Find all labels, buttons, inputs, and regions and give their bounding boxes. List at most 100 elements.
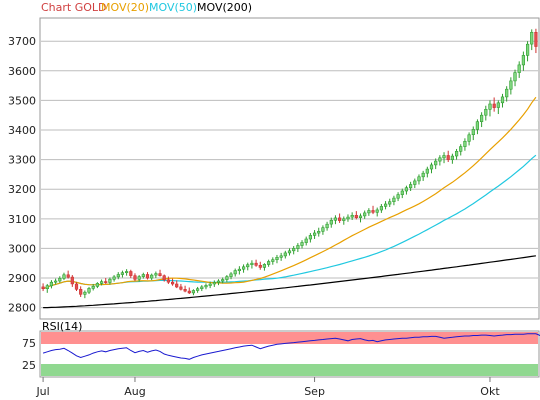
candle-body (100, 281, 104, 284)
candle-78 (367, 208, 371, 216)
candle-57 (279, 252, 283, 261)
candle-body (484, 109, 488, 116)
mov20-line (42, 96, 537, 290)
candle-108 (492, 97, 496, 112)
candle-38 (200, 285, 204, 292)
candle-91 (421, 170, 425, 181)
candle-body (242, 266, 246, 270)
y-tick-label-3700: 3700 (8, 35, 36, 48)
candle-body (191, 290, 196, 294)
candle-66 (317, 227, 321, 237)
candle-36 (191, 289, 196, 296)
candle-112 (509, 77, 513, 95)
candle-43 (221, 277, 225, 284)
candle-34 (183, 285, 187, 293)
candle-body (91, 285, 95, 289)
candle-body (513, 72, 517, 82)
candle-body (308, 235, 313, 240)
candle-85 (396, 192, 400, 202)
candle-body (454, 151, 459, 157)
candle-24 (141, 272, 145, 279)
candle-93 (429, 162, 434, 174)
candle-0 (41, 283, 45, 292)
candle-body (463, 141, 467, 147)
candle-body (262, 264, 267, 268)
candle-body (266, 261, 271, 265)
candle-body (337, 217, 342, 221)
candle-body (367, 210, 371, 214)
candle-body (79, 288, 83, 295)
candle-74 (350, 212, 354, 221)
x-tick-label-Aug: Aug (124, 385, 145, 398)
candle-41 (212, 280, 216, 287)
legend-label-3: MOV(200) (197, 1, 252, 14)
candle-22 (133, 273, 137, 281)
candle-body (408, 184, 413, 189)
candle-111 (505, 86, 509, 102)
candle-32 (175, 280, 179, 289)
candle-body (133, 275, 137, 280)
candle-body (112, 276, 116, 280)
candle-body (371, 210, 375, 213)
candle-60 (292, 246, 296, 255)
candle-body (500, 96, 505, 104)
candle-body (154, 273, 158, 276)
candle-14 (100, 279, 104, 286)
candle-113 (513, 69, 517, 87)
candle-94 (434, 158, 438, 170)
candle-body (413, 180, 417, 185)
candle-77 (363, 210, 367, 219)
candle-45 (229, 272, 233, 280)
candle-109 (496, 100, 500, 115)
candle-100 (459, 144, 463, 156)
candle-52 (258, 261, 262, 270)
candle-28 (158, 269, 162, 277)
candle-body (179, 286, 183, 290)
candle-body (125, 271, 129, 274)
candle-body (129, 271, 133, 276)
candle-body (321, 227, 325, 232)
legend-label-0: Chart GOLD (41, 1, 107, 14)
candle-body (233, 270, 237, 275)
candle-76 (358, 213, 363, 223)
candle-body (49, 281, 53, 287)
candle-body (275, 256, 279, 260)
candle-body (66, 274, 70, 278)
candle-body (74, 283, 79, 290)
candle-79 (371, 205, 375, 215)
candle-33 (179, 283, 183, 291)
candle-30 (166, 276, 171, 284)
candle-body (425, 168, 429, 174)
candle-body (333, 217, 338, 221)
candle-92 (425, 166, 429, 178)
candle-68 (325, 221, 329, 231)
candle-19 (120, 270, 124, 278)
candle-69 (329, 217, 333, 228)
candle-body (183, 288, 187, 292)
candle-body (196, 288, 200, 291)
candle-body (271, 259, 275, 262)
candle-58 (283, 250, 287, 259)
candle-117 (530, 29, 534, 51)
candle-3 (53, 278, 58, 285)
candle-83 (388, 198, 392, 207)
candle-body (442, 155, 446, 159)
candle-body (41, 286, 45, 289)
candle-95 (438, 155, 442, 166)
candle-body (488, 103, 492, 110)
candle-21 (129, 269, 133, 279)
candle-17 (112, 275, 116, 282)
candle-body (104, 281, 108, 283)
candle-body (296, 245, 300, 249)
candle-48 (242, 264, 246, 273)
rsi-label: RSI(14) (42, 320, 82, 333)
candle-1 (45, 283, 49, 293)
candle-body (187, 290, 191, 294)
candle-body (505, 88, 509, 98)
candle-body (83, 291, 87, 295)
candle-107 (488, 100, 492, 117)
candle-27 (154, 271, 158, 279)
candle-8 (74, 282, 79, 292)
candle-body (358, 215, 363, 218)
